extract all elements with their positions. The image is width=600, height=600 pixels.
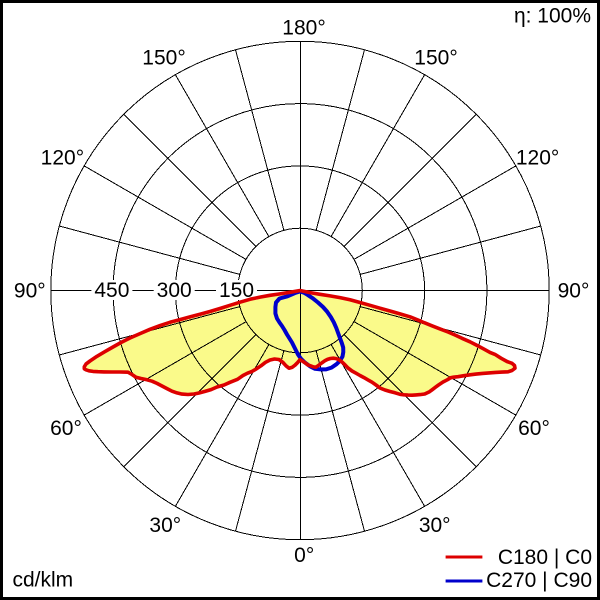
svg-text:150°: 150° bbox=[142, 46, 185, 69]
svg-text:150: 150 bbox=[219, 279, 254, 302]
svg-text:90°: 90° bbox=[558, 280, 590, 303]
svg-text:180°: 180° bbox=[282, 17, 325, 40]
svg-text:150°: 150° bbox=[414, 46, 457, 69]
svg-text:C180 | C0: C180 | C0 bbox=[498, 546, 592, 569]
svg-text:60°: 60° bbox=[518, 417, 550, 440]
svg-text:0°: 0° bbox=[294, 544, 314, 567]
svg-text:120°: 120° bbox=[41, 146, 84, 169]
svg-text:cd/klm: cd/klm bbox=[13, 569, 74, 592]
svg-text:300: 300 bbox=[157, 279, 192, 302]
svg-text:30°: 30° bbox=[149, 514, 181, 537]
svg-text:450: 450 bbox=[94, 279, 129, 302]
svg-text:120°: 120° bbox=[516, 146, 559, 169]
svg-text:90°: 90° bbox=[14, 280, 46, 303]
svg-text:30°: 30° bbox=[419, 514, 451, 537]
svg-text:C270 | C90: C270 | C90 bbox=[486, 569, 592, 592]
svg-text:η: 100%: η: 100% bbox=[514, 5, 591, 28]
svg-text:60°: 60° bbox=[50, 417, 82, 440]
